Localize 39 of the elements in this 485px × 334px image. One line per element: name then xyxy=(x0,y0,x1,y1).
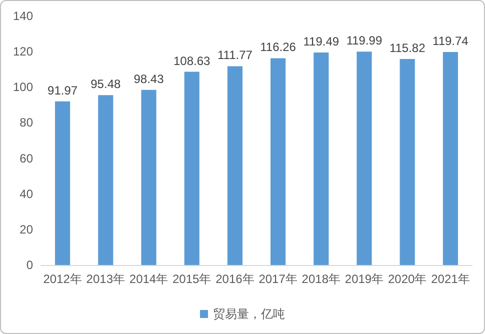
x-tick-label: 2013年 xyxy=(86,272,125,286)
x-tick-label: 2016年 xyxy=(216,272,254,286)
data-label: 116.26 xyxy=(260,40,296,54)
bar xyxy=(184,72,200,265)
y-tick-label: 40 xyxy=(20,186,34,201)
bar xyxy=(270,58,286,265)
y-tick-label: 60 xyxy=(20,151,34,166)
y-tick-label: 140 xyxy=(12,9,34,23)
legend-label: 贸易量，亿吨 xyxy=(213,307,285,321)
bar xyxy=(55,101,70,265)
data-label: 108.63 xyxy=(174,54,211,68)
bar xyxy=(98,95,114,265)
data-label: 95.48 xyxy=(90,77,121,92)
data-label: 119.99 xyxy=(346,34,382,48)
x-tick-label: 2020年 xyxy=(388,272,427,286)
x-tick-label: 2019年 xyxy=(344,272,384,286)
data-label: 98.43 xyxy=(134,72,164,86)
data-label: 111.77 xyxy=(217,48,253,62)
bar xyxy=(400,59,415,265)
y-tick-label: 80 xyxy=(20,116,34,130)
y-tick-label: 100 xyxy=(12,80,34,94)
bar xyxy=(227,66,242,265)
y-tick-label: 120 xyxy=(12,44,34,59)
x-tick-label: 2012年 xyxy=(43,272,82,286)
data-label: 115.82 xyxy=(389,41,426,56)
x-tick-label: 2018年 xyxy=(302,272,340,286)
x-tick-label: 2017年 xyxy=(258,272,298,286)
y-tick-label: 20 xyxy=(20,222,34,236)
data-label: 119.74 xyxy=(432,34,469,48)
x-tick-label: 2014年 xyxy=(129,272,168,286)
bar xyxy=(314,52,329,265)
y-tick-label: 0 xyxy=(26,258,34,272)
data-label: 91.97 xyxy=(48,83,78,98)
bar xyxy=(141,90,156,265)
x-tick-label: 2015年 xyxy=(172,272,212,286)
data-label: 119.49 xyxy=(303,34,340,48)
x-tick-label: 2021年 xyxy=(431,272,470,286)
bar xyxy=(356,52,372,265)
bar xyxy=(442,52,458,265)
